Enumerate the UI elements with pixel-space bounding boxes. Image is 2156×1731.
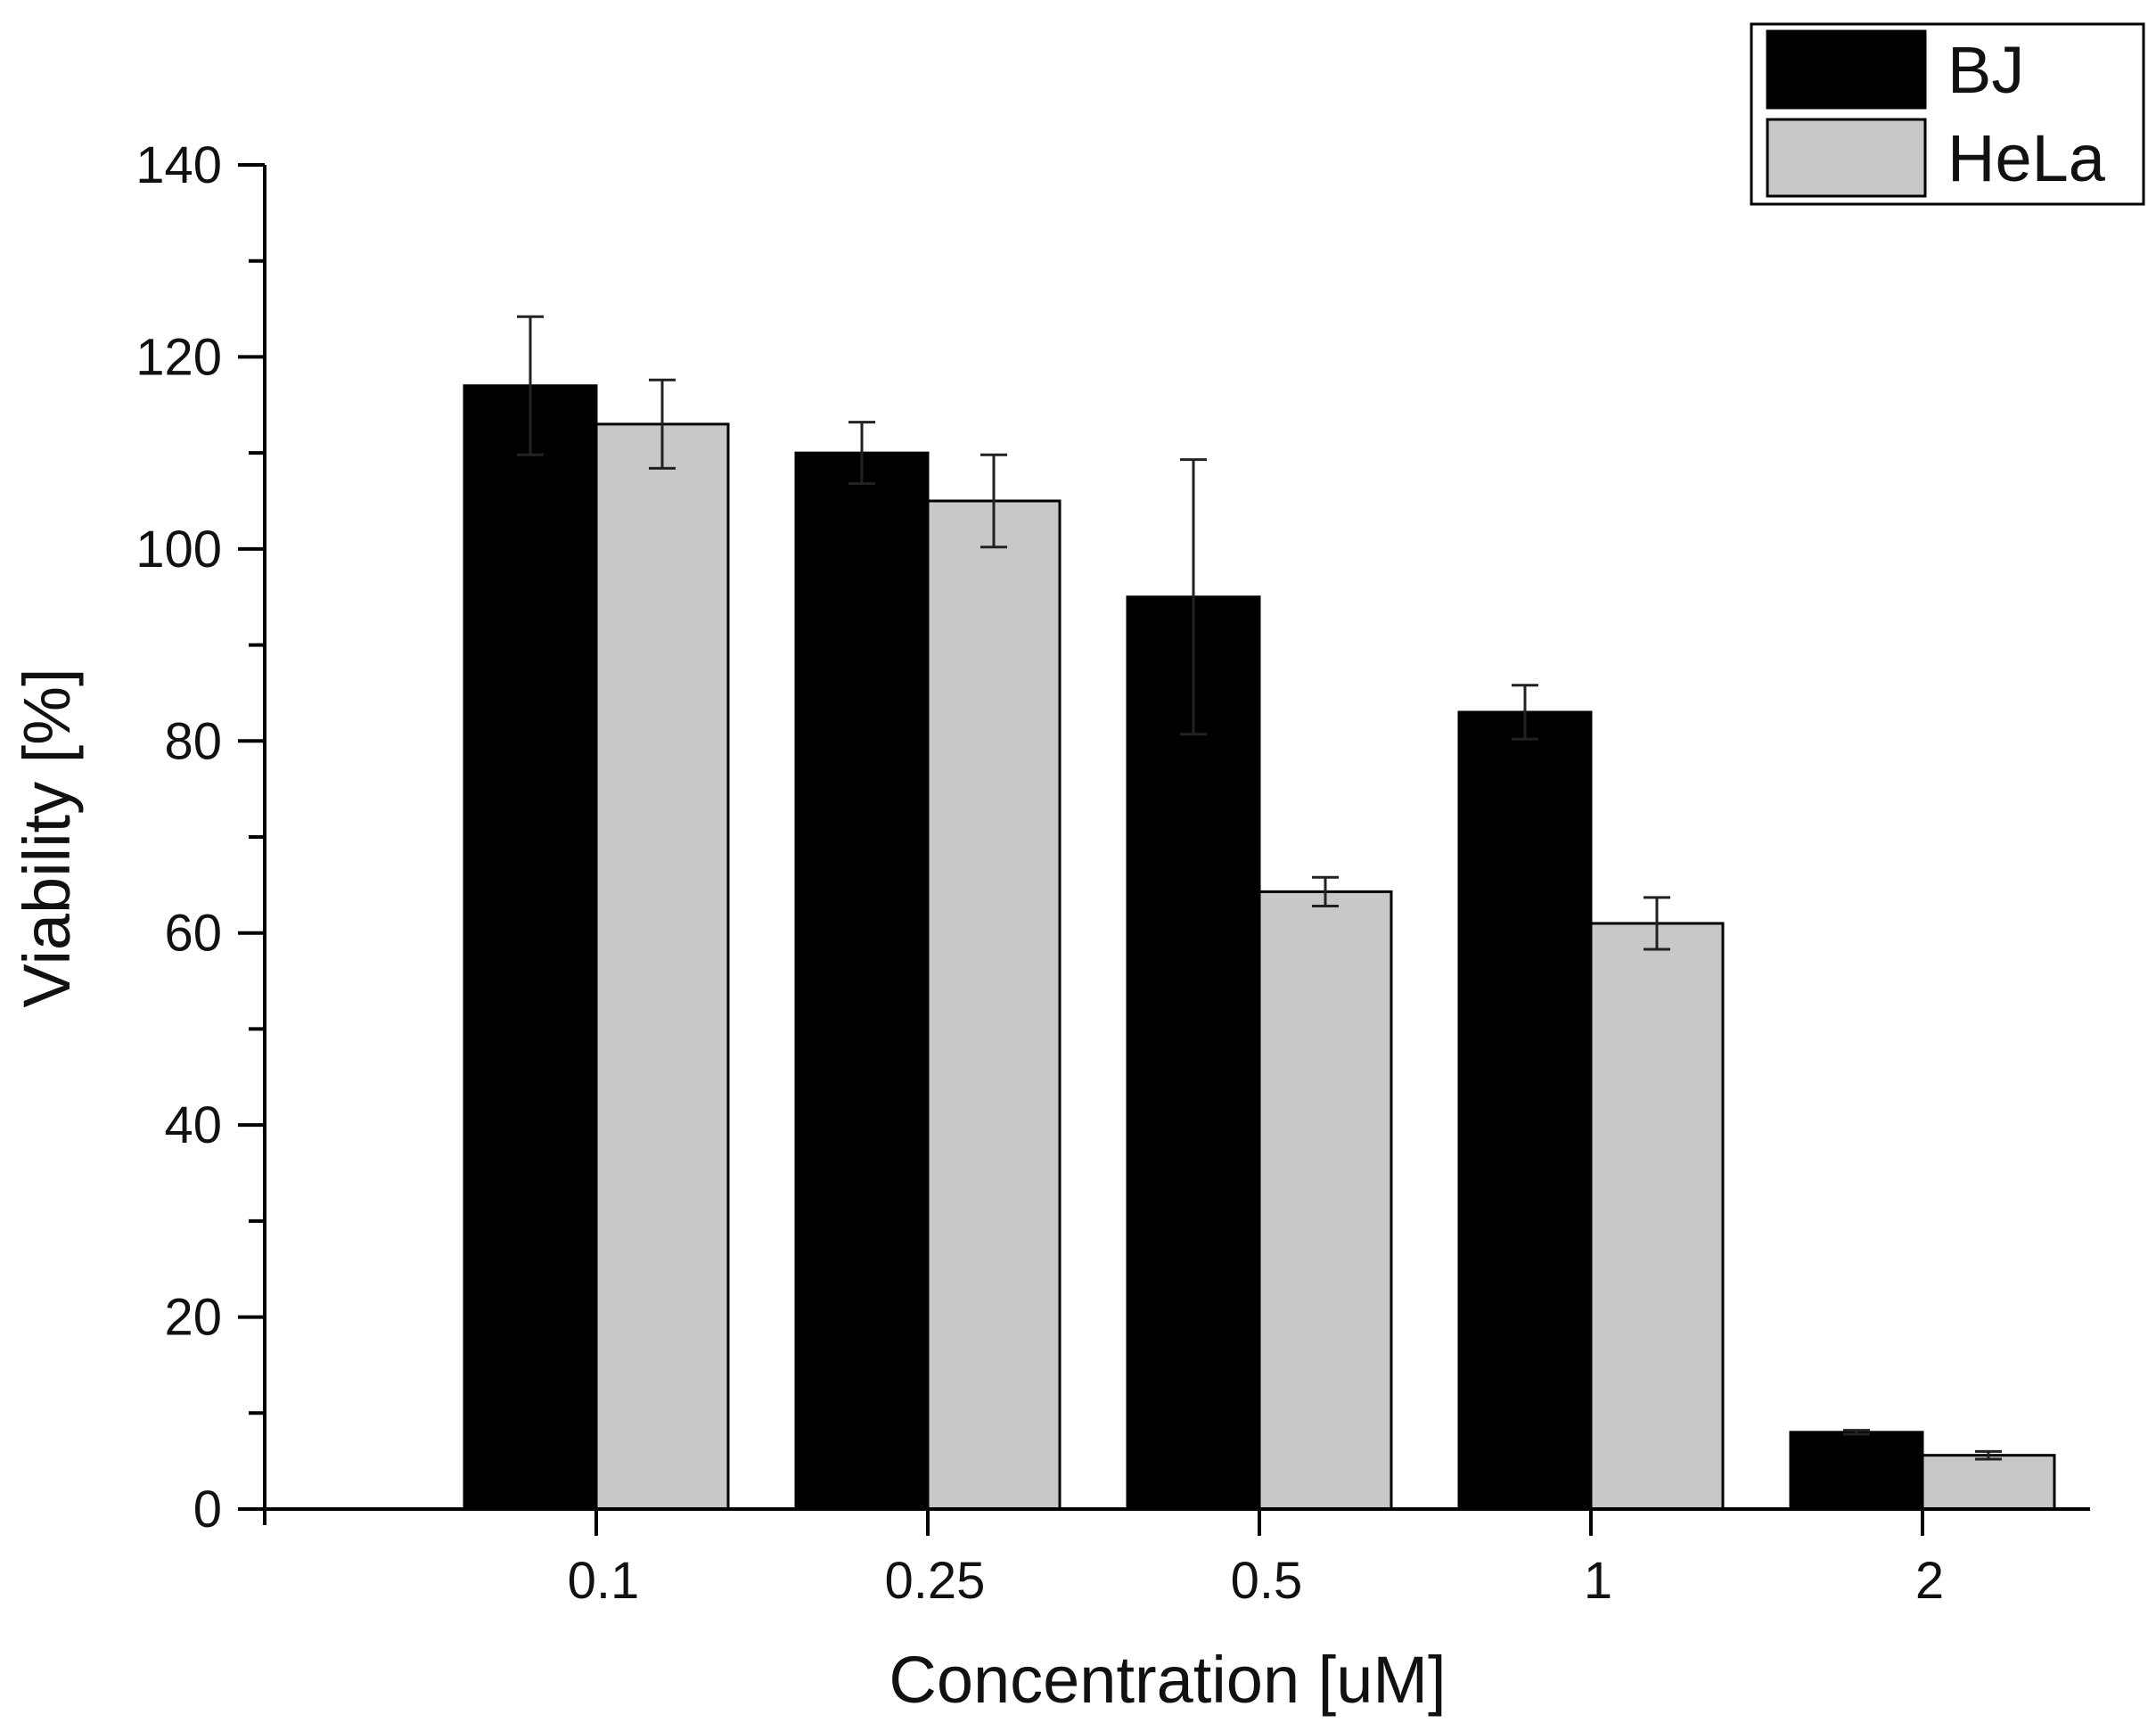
legend: BJ HeLa	[1750, 22, 2145, 206]
y-tick-label-80: 80	[164, 712, 222, 770]
legend-label-bj: BJ	[1947, 33, 2024, 107]
error-bar-hela-0.5	[1312, 875, 1339, 908]
bar-hela-0.1	[594, 422, 730, 1511]
bar-bj-2	[1789, 1431, 1924, 1511]
y-tick-label-140: 140	[135, 136, 222, 194]
legend-swatch-hela	[1766, 118, 1927, 198]
y-tick-label-40: 40	[164, 1096, 222, 1154]
bar-bj-0.1	[463, 384, 598, 1511]
bar-bj-0.5	[1126, 595, 1261, 1511]
y-axis-title: Viability [%]	[10, 668, 84, 1007]
y-tick-label-60: 60	[164, 905, 222, 963]
error-bar-bj-2	[1843, 1429, 1870, 1436]
x-tick-label-0.5: 0.5	[1231, 1552, 1303, 1610]
error-bar-bj-0.25	[848, 421, 875, 486]
error-bar-bj-0.1	[517, 315, 544, 456]
y-tick-label-120: 120	[135, 328, 222, 386]
y-tick-label-0: 0	[193, 1481, 222, 1538]
error-bar-hela-2	[1975, 1449, 2002, 1461]
bar-bj-1	[1457, 710, 1593, 1511]
y-tick-label-100: 100	[135, 521, 222, 578]
error-bar-bj-1	[1512, 684, 1538, 741]
error-bar-hela-1	[1644, 896, 1670, 951]
error-bar-bj-0.5	[1180, 458, 1207, 736]
legend-label-hela: HeLa	[1947, 121, 2106, 195]
bar-bj-0.25	[794, 451, 930, 1511]
bar-hela-2	[1921, 1454, 2056, 1511]
bars-layer	[463, 384, 2056, 1511]
error-bar-hela-0.25	[980, 453, 1007, 549]
legend-swatch-bj	[1766, 29, 1927, 110]
bar-hela-1	[1589, 922, 1725, 1511]
y-tick-label-20: 20	[164, 1289, 222, 1347]
x-tick-label-0.25: 0.25	[885, 1552, 986, 1610]
error-bars-layer	[517, 315, 2002, 1461]
x-axis-title: Concentration [uM]	[889, 1643, 1446, 1717]
x-tick-label-0.1: 0.1	[568, 1552, 640, 1610]
x-tick-label-2: 2	[1915, 1552, 1944, 1610]
error-bar-hela-0.1	[649, 378, 676, 470]
bar-hela-0.25	[926, 499, 1062, 1511]
bar-hela-0.5	[1258, 890, 1393, 1511]
x-tick-label-1: 1	[1584, 1552, 1612, 1610]
